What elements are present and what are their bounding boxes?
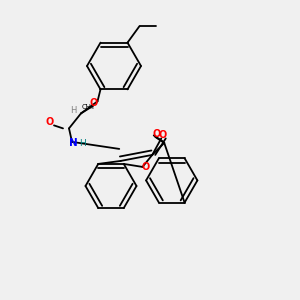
Text: H: H bbox=[70, 106, 77, 115]
Text: O: O bbox=[90, 98, 98, 108]
Text: O: O bbox=[153, 129, 161, 139]
Text: O: O bbox=[142, 162, 150, 172]
Text: O: O bbox=[45, 117, 54, 127]
Text: N: N bbox=[69, 138, 78, 148]
Text: O: O bbox=[159, 130, 167, 140]
Text: H: H bbox=[79, 139, 86, 148]
Text: CH₃: CH₃ bbox=[82, 104, 95, 110]
